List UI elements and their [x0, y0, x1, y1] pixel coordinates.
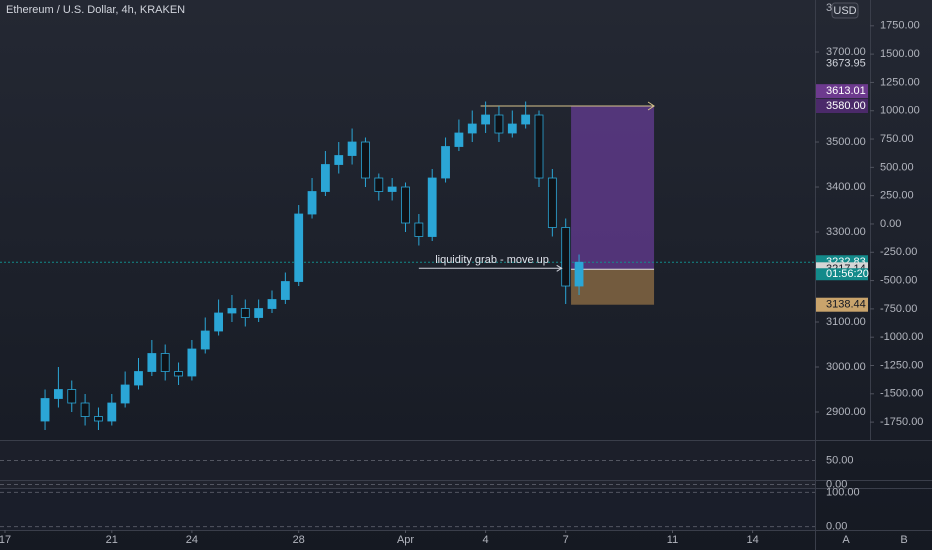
x-tick-label: 4 — [483, 534, 489, 546]
y2-tick-label: 1500.00 — [880, 48, 920, 60]
annotation: liquidity grab - move up — [435, 254, 549, 266]
candle-body — [280, 281, 290, 300]
stop-zone — [571, 269, 655, 305]
candle-body — [147, 353, 157, 372]
currency-label[interactable]: USD — [833, 5, 856, 17]
candle-body — [547, 177, 557, 228]
candle-body — [187, 348, 197, 377]
price-tag-label: 3138.44 — [826, 299, 866, 311]
price-tag-label: 3673.95 — [826, 58, 866, 70]
candle-body — [561, 227, 571, 287]
candle-body — [67, 389, 77, 404]
y-tick-label: 3300.00 — [826, 226, 866, 238]
y2-tick-label: -1500.00 — [880, 388, 923, 400]
y2-tick-label: -1750.00 — [880, 416, 923, 428]
candle-body — [534, 114, 544, 179]
candle-body — [387, 186, 397, 192]
candle-body — [174, 371, 183, 377]
price-tag-label: 3613.01 — [826, 85, 866, 97]
chart-title: Ethereum / U.S. Dollar, 4h, KRAKEN — [6, 4, 185, 16]
y-tick-label: 2900.00 — [826, 406, 866, 418]
y-tick-label: 3400.00 — [826, 181, 866, 193]
countdown-tag — [816, 268, 868, 281]
pane-tick-label: 0.00 — [826, 478, 847, 490]
candle-body — [54, 389, 63, 399]
y2-tick-label: 0.00 — [880, 218, 901, 230]
candle-body — [414, 222, 424, 237]
candle-body — [80, 402, 90, 417]
candle-body — [574, 261, 584, 287]
countdown: 01:56:20 — [826, 268, 869, 280]
candle-body — [94, 416, 103, 422]
pane-tick-label: 100.00 — [826, 486, 860, 498]
x-tick-label: 24 — [186, 534, 198, 546]
y2-tick-label: 1000.00 — [880, 105, 920, 117]
candle-body — [200, 330, 210, 350]
candle-body — [427, 177, 437, 237]
y-tick-label: 3500.00 — [826, 136, 866, 148]
y2-tick-label: 250.00 — [880, 190, 914, 202]
y2-tick-label: 1750.00 — [880, 20, 920, 32]
x-tick-label: 28 — [293, 534, 305, 546]
candle-body — [267, 299, 277, 309]
y2-tick-label: -750.00 — [880, 303, 917, 315]
candle-body — [347, 141, 357, 156]
y2-tick-label: -1000.00 — [880, 331, 923, 343]
annotation-head — [556, 264, 563, 272]
x-tick-label: Apr — [397, 534, 414, 546]
candle-body — [240, 308, 250, 318]
y2-tick-label: 500.00 — [880, 161, 914, 173]
x-tick-label: 7 — [563, 534, 569, 546]
y2-tick-label: 750.00 — [880, 133, 914, 145]
stoch-pane — [0, 489, 815, 530]
candle-body — [134, 371, 143, 386]
candle-body — [294, 213, 304, 282]
candle-body — [361, 141, 370, 179]
candle-body — [107, 402, 117, 422]
y-tick-label: 3700.00 — [826, 46, 866, 58]
x-tick-label: 14 — [746, 534, 758, 546]
candle-body — [227, 308, 237, 314]
price-tag — [816, 84, 868, 99]
candle-body — [160, 353, 170, 372]
candle-body — [254, 308, 264, 318]
candle-body — [401, 186, 410, 224]
candle-body — [374, 177, 384, 192]
scale-button[interactable]: A — [842, 534, 850, 546]
candle-body — [481, 114, 491, 125]
currency-button[interactable] — [831, 2, 859, 19]
candle-body — [521, 114, 531, 125]
x-tick-label: 21 — [106, 534, 118, 546]
target-zone — [571, 106, 655, 270]
candle-body — [40, 398, 50, 422]
pane-tick-label: 50.00 — [826, 454, 854, 466]
candle-body — [441, 146, 450, 179]
y-tick-label: 3100.00 — [826, 316, 866, 328]
price-tag — [816, 99, 868, 114]
price-tag — [816, 297, 868, 312]
pane-tick-label: 0.00 — [826, 520, 847, 532]
candle-body — [307, 191, 317, 215]
y2-tick-label: -500.00 — [880, 274, 917, 286]
candle-body — [214, 312, 224, 332]
candle-body — [120, 384, 130, 404]
candle-body — [507, 123, 517, 134]
candle-body — [334, 155, 344, 165]
candle-body — [454, 132, 464, 147]
y-tick-label: 3000.00 — [826, 361, 866, 373]
candle-body — [320, 164, 330, 192]
y2-tick-label: 1250.00 — [880, 76, 920, 88]
candle-body — [494, 114, 504, 134]
x-tick-label: 11 — [667, 534, 678, 546]
x-tick-label: 17 — [0, 534, 11, 546]
price-tag-label: 3580.00 — [826, 100, 866, 112]
y2-tick-label: -1250.00 — [880, 359, 923, 371]
scale-button[interactable]: B — [900, 534, 907, 546]
y2-tick-label: -250.00 — [880, 246, 917, 258]
candle-body — [467, 123, 477, 134]
arrow-head — [647, 101, 655, 111]
